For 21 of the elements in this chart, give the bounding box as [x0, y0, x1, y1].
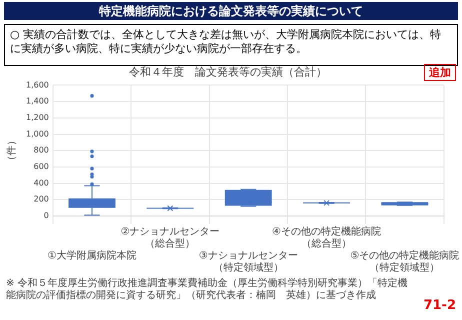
y-tick-label: 200 [34, 194, 49, 204]
y-tick-label: 1,200 [26, 112, 49, 122]
x-tick-label: ⑤その他の特定機能病院（特定領域型） [350, 250, 460, 274]
y-tick-label: 0 [44, 211, 49, 220]
x-tick-label: ③ナショナルセンター（特定領域型） [198, 250, 298, 274]
y-tick-label: 1,000 [26, 129, 49, 138]
y-tick-label: 600 [34, 162, 49, 172]
x-tick-label: ①大学附属病院本院 [48, 250, 136, 262]
text: 追加 [424, 64, 456, 81]
x-tick-label: ④その他の特定機能病院（総合型） [272, 226, 382, 250]
chart-title: 特定機能病院における論文発表等の実績について [4, 2, 458, 20]
chart-subtitle: 令和４年度 論文発表等の実績（合計） [129, 65, 327, 78]
y-tick-label: 1,600 [26, 80, 49, 90]
text: ○ 実績の合計数では、全体として大きな差は無いが、大学附属病院本院においては、特に実績が多い病院、特に実績が少ない病院が一部存在する。 [4, 24, 458, 66]
x-tick-label: ②ナショナルセンター（総合型） [120, 226, 220, 250]
y-tick-label: 400 [34, 178, 49, 188]
text: 71-2 [423, 298, 456, 313]
text: ※ 令和５年度厚生労働行政推進調査事業費補助金（厚生労働科学特別研究事業）「特定機能病院の評価指標の開発に資する研究」（研究代表者：楠岡 英雄）に基づき作成 [6, 278, 409, 302]
y-tick-label: 800 [34, 146, 49, 155]
y-tick-label: 1,400 [26, 96, 49, 106]
y-axis-title: （件） [6, 136, 18, 166]
